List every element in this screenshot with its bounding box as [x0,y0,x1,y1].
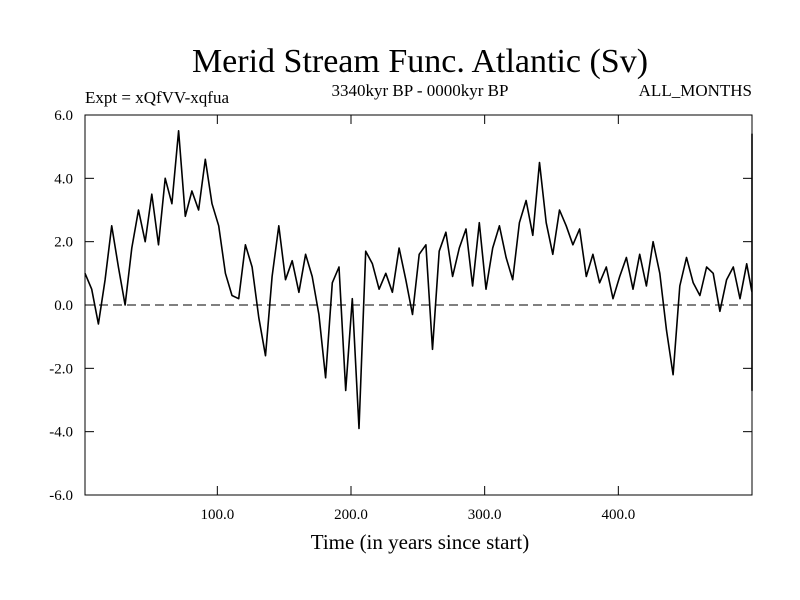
x-axis-label: Time (in years since start) [311,530,530,554]
x-axis: 100.0 200.0 300.0 400.0 [200,115,635,523]
y-tick-label: 0.0 [54,298,73,314]
time-range-label: 3340kyr BP - 0000kyr BP [332,81,509,100]
months-label: ALL_MONTHS [639,81,752,100]
experiment-label: Expt = xQfVV-xqfua [85,88,229,107]
x-tick-label: 300.0 [468,507,502,523]
x-tick-label: 200.0 [334,507,368,523]
x-tick-label: 100.0 [200,507,234,523]
y-tick-label: -6.0 [49,488,73,504]
y-axis: -6.0 -4.0 -2.0 0.0 2.0 4.0 6.0 [49,108,752,504]
y-tick-label: -2.0 [49,361,73,377]
y-tick-label: 4.0 [54,171,73,187]
y-tick-label: 6.0 [54,108,73,124]
x-tick-label: 400.0 [601,507,635,523]
y-tick-label: -4.0 [49,425,73,441]
series-line-atlantic-msf [84,130,753,430]
y-tick-label: 2.0 [54,235,73,251]
chart-title: Merid Stream Func. Atlantic (Sv) [192,43,648,80]
